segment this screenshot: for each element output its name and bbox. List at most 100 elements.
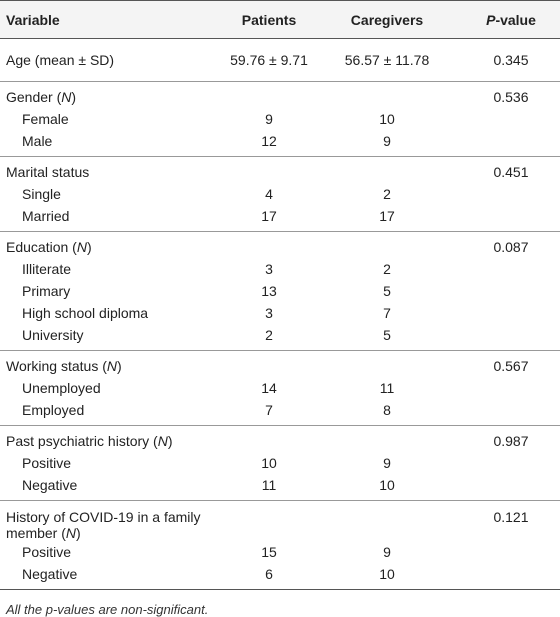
caregivers-cell: 17: [379, 208, 395, 224]
variable-cell: Working status (N): [0, 351, 226, 378]
text-part: University: [22, 327, 84, 343]
text-part: Marital status: [6, 164, 90, 180]
p-value-cell: [462, 205, 560, 232]
row: Education (N) 0.087: [0, 232, 560, 259]
text-part: Positive: [22, 544, 72, 560]
variable-cell: Primary: [0, 280, 226, 302]
caregivers-cell: 8: [383, 402, 391, 418]
text-part: ): [76, 525, 81, 541]
text-part: P: [486, 11, 496, 28]
variable-cell: Gender (N): [0, 82, 226, 109]
row: Single 4 2: [0, 183, 560, 205]
caregivers-cell: 56.57 ± 11.78: [344, 52, 430, 68]
caregivers-cell: [312, 501, 462, 542]
row: Female 9 10: [0, 108, 560, 130]
p-value-cell: [462, 452, 560, 474]
caregivers-cell: 5: [383, 327, 391, 343]
row: Gender (N) 0.536: [0, 82, 560, 109]
text-part: Past psychiatric history (: [6, 433, 158, 449]
variable-cell: Education (N): [0, 232, 226, 259]
caregivers-cell: [312, 426, 462, 453]
caregivers-cell: 2: [383, 261, 391, 277]
p-value-cell: [462, 563, 560, 590]
text-part: High school diploma: [22, 305, 149, 321]
p-value-cell: [462, 280, 560, 302]
caregivers-cell: 7: [383, 305, 391, 321]
variable-cell: History of COVID-19 in a family member (…: [0, 501, 226, 541]
patients-cell: 15: [261, 544, 277, 560]
row: Negative 6 10: [0, 563, 560, 590]
header-cell: Patients: [226, 0, 312, 39]
variable-cell: Single: [0, 183, 226, 205]
variable-cell: Positive: [0, 452, 226, 474]
caregivers-cell: [312, 157, 462, 184]
row: History of COVID-19 in a family member (…: [0, 501, 560, 542]
row: University 2 5: [0, 324, 560, 351]
p-value-cell: 0.987: [493, 433, 529, 449]
text-part: Variable: [6, 11, 60, 28]
caregivers-cell: [312, 232, 462, 259]
caregivers-cell: 9: [383, 544, 391, 560]
text-part: N: [76, 239, 87, 255]
patients-cell: [226, 232, 312, 259]
patients-cell: [226, 426, 312, 453]
text-part: Male: [22, 133, 53, 149]
text-part: Negative: [22, 566, 78, 582]
header-cell: Caregivers: [312, 0, 462, 39]
section: Gender (N) 0.536 Female 9 10 Male 12 9: [0, 81, 560, 157]
text-part: ): [167, 433, 173, 449]
p-value-cell: [462, 108, 560, 130]
variable-cell: Employed: [0, 399, 226, 426]
text-part: Patients: [241, 11, 297, 28]
text-part: Age (mean ± SD): [6, 52, 115, 68]
patients-cell: 3: [265, 305, 273, 321]
data-table: Variable Patients Caregivers P-value Age (m…: [0, 0, 560, 590]
patients-cell: 59.76 ± 9.71: [230, 52, 308, 68]
variable-cell: High school diploma: [0, 302, 226, 324]
p-value-cell: [462, 324, 560, 351]
patients-cell: 3: [265, 261, 273, 277]
variable-cell: Illiterate: [0, 258, 226, 280]
text-part: Primary: [22, 283, 71, 299]
text-part: Female: [22, 111, 69, 127]
row: Unemployed 14 11: [0, 377, 560, 399]
text-part: Gender (: [6, 89, 62, 105]
caregivers-cell: 11: [379, 380, 395, 396]
patients-cell: [226, 157, 312, 184]
patients-cell: 11: [261, 477, 277, 493]
p-value-cell: [462, 474, 560, 501]
header-cell: P-value: [462, 0, 560, 39]
patients-cell: 10: [261, 455, 277, 471]
text-part: ): [86, 239, 92, 255]
variable-cell: Positive: [0, 541, 226, 563]
row: Marital status 0.451: [0, 157, 560, 184]
p-value-cell: 0.087: [493, 239, 529, 255]
patients-cell: 6: [265, 566, 273, 582]
text-part: Employed: [22, 402, 85, 418]
patients-cell: [226, 501, 312, 542]
p-value-cell: 0.121: [493, 509, 529, 525]
p-value-cell: 0.567: [493, 358, 529, 374]
text-part: N: [106, 358, 118, 374]
caregivers-cell: 5: [383, 283, 391, 299]
table-header: Variable Patients Caregivers P-value: [0, 0, 560, 39]
patients-cell: 7: [265, 402, 273, 418]
caregivers-cell: 2: [383, 186, 391, 202]
caregivers-cell: 10: [379, 477, 395, 493]
variable-cell: Age (mean ± SD): [0, 39, 226, 82]
row: Age (mean ± SD) 59.76 ± 9.71 56.57 ± 11.78…: [0, 39, 560, 82]
variable-cell: Male: [0, 130, 226, 157]
section: Past psychiatric history (N) 0.987 Positiv…: [0, 425, 560, 501]
caregivers-cell: 10: [379, 111, 395, 127]
patients-cell: 14: [261, 380, 277, 396]
p-value-cell: [462, 399, 560, 426]
text-part: Education (: [6, 239, 77, 255]
text-part: Married: [22, 208, 70, 224]
p-value-cell: [462, 541, 560, 563]
section: Education (N) 0.087 Illiterate 3 2 Primary 13 5…: [0, 231, 560, 351]
variable-cell: Female: [0, 108, 226, 130]
section: History of COVID-19 in a family member (…: [0, 500, 560, 590]
p-value-cell: [462, 130, 560, 157]
patients-cell: 13: [261, 283, 277, 299]
p-value-cell: [462, 183, 560, 205]
